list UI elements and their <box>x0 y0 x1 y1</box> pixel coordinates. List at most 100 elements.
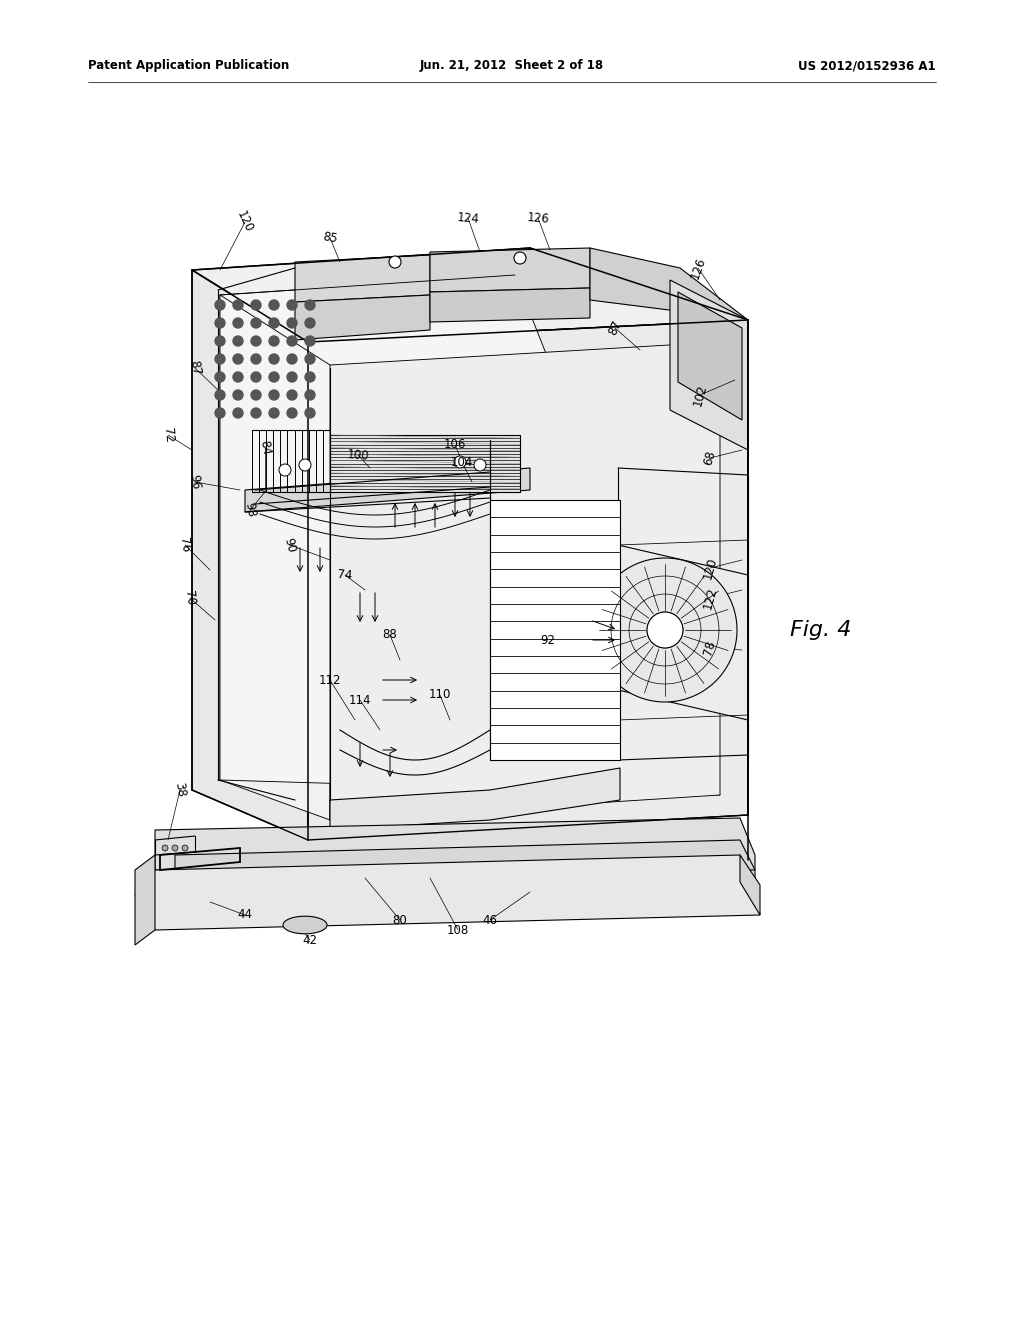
Circle shape <box>269 354 279 364</box>
Circle shape <box>233 389 243 400</box>
Text: 84: 84 <box>257 440 272 457</box>
Polygon shape <box>193 248 748 342</box>
Text: 98: 98 <box>243 502 258 519</box>
Polygon shape <box>175 840 755 882</box>
Circle shape <box>162 845 168 851</box>
Circle shape <box>269 300 279 310</box>
Text: Patent Application Publication: Patent Application Publication <box>88 59 289 73</box>
Circle shape <box>233 372 243 381</box>
Circle shape <box>305 408 315 418</box>
Circle shape <box>233 300 243 310</box>
Polygon shape <box>135 855 155 945</box>
Polygon shape <box>220 294 330 820</box>
Text: 96: 96 <box>187 474 203 490</box>
Circle shape <box>251 337 261 346</box>
Polygon shape <box>430 248 590 292</box>
Text: 124: 124 <box>457 211 480 226</box>
Polygon shape <box>678 292 742 420</box>
Circle shape <box>287 318 297 327</box>
Text: 106: 106 <box>443 438 466 451</box>
Circle shape <box>233 337 243 346</box>
Text: 92: 92 <box>541 634 555 647</box>
Circle shape <box>287 408 297 418</box>
Circle shape <box>305 354 315 364</box>
Polygon shape <box>283 916 327 933</box>
Polygon shape <box>330 342 720 820</box>
Circle shape <box>287 337 297 346</box>
Polygon shape <box>330 436 520 492</box>
Circle shape <box>269 408 279 418</box>
Text: 74: 74 <box>337 568 353 582</box>
Circle shape <box>233 408 243 418</box>
Text: Jun. 21, 2012  Sheet 2 of 18: Jun. 21, 2012 Sheet 2 of 18 <box>420 59 604 73</box>
Polygon shape <box>308 319 748 840</box>
Circle shape <box>269 389 279 400</box>
Text: US 2012/0152936 A1: US 2012/0152936 A1 <box>799 59 936 73</box>
Text: 102: 102 <box>691 383 710 408</box>
Circle shape <box>251 372 261 381</box>
Polygon shape <box>740 855 760 915</box>
Circle shape <box>233 318 243 327</box>
Text: 76: 76 <box>177 537 193 553</box>
Circle shape <box>215 337 225 346</box>
Polygon shape <box>295 294 430 341</box>
Text: 87: 87 <box>606 318 624 338</box>
Polygon shape <box>590 248 748 319</box>
Polygon shape <box>220 275 720 795</box>
Text: 126: 126 <box>526 211 550 226</box>
Circle shape <box>182 845 188 851</box>
Circle shape <box>514 252 526 264</box>
Circle shape <box>251 389 261 400</box>
Text: 85: 85 <box>322 230 338 246</box>
Circle shape <box>269 318 279 327</box>
Circle shape <box>215 318 225 327</box>
Text: 87: 87 <box>187 359 203 376</box>
Text: 120: 120 <box>700 556 719 581</box>
Circle shape <box>251 318 261 327</box>
Text: 120: 120 <box>234 209 256 235</box>
Polygon shape <box>295 255 430 302</box>
Polygon shape <box>593 558 737 702</box>
Circle shape <box>305 300 315 310</box>
Circle shape <box>287 389 297 400</box>
Circle shape <box>305 318 315 327</box>
Polygon shape <box>670 280 748 450</box>
Polygon shape <box>245 469 530 512</box>
Circle shape <box>269 337 279 346</box>
Circle shape <box>389 256 401 268</box>
Circle shape <box>305 389 315 400</box>
Circle shape <box>172 845 178 851</box>
Circle shape <box>474 459 486 471</box>
Circle shape <box>215 300 225 310</box>
Circle shape <box>287 354 297 364</box>
Circle shape <box>279 465 291 477</box>
Polygon shape <box>430 288 590 322</box>
Text: 72: 72 <box>161 426 175 444</box>
Text: 38: 38 <box>172 781 187 799</box>
Text: 110: 110 <box>429 689 452 701</box>
Text: 88: 88 <box>383 628 397 642</box>
Text: Fig. 4: Fig. 4 <box>790 620 851 640</box>
Polygon shape <box>490 500 620 760</box>
Text: 90: 90 <box>282 536 298 554</box>
Circle shape <box>454 455 466 469</box>
Text: 80: 80 <box>392 913 408 927</box>
Circle shape <box>647 612 683 648</box>
Text: 44: 44 <box>238 908 253 921</box>
Circle shape <box>215 389 225 400</box>
Circle shape <box>251 300 261 310</box>
Text: 114: 114 <box>349 693 372 706</box>
Circle shape <box>233 354 243 364</box>
Text: 46: 46 <box>482 913 498 927</box>
Polygon shape <box>155 818 755 884</box>
Circle shape <box>305 337 315 346</box>
Circle shape <box>215 372 225 381</box>
Text: 108: 108 <box>446 924 469 936</box>
Text: 68: 68 <box>701 449 718 467</box>
Circle shape <box>251 408 261 418</box>
Polygon shape <box>618 545 748 719</box>
Text: 78: 78 <box>701 639 718 657</box>
Polygon shape <box>330 768 620 830</box>
Text: 122: 122 <box>700 586 719 611</box>
Circle shape <box>215 408 225 418</box>
